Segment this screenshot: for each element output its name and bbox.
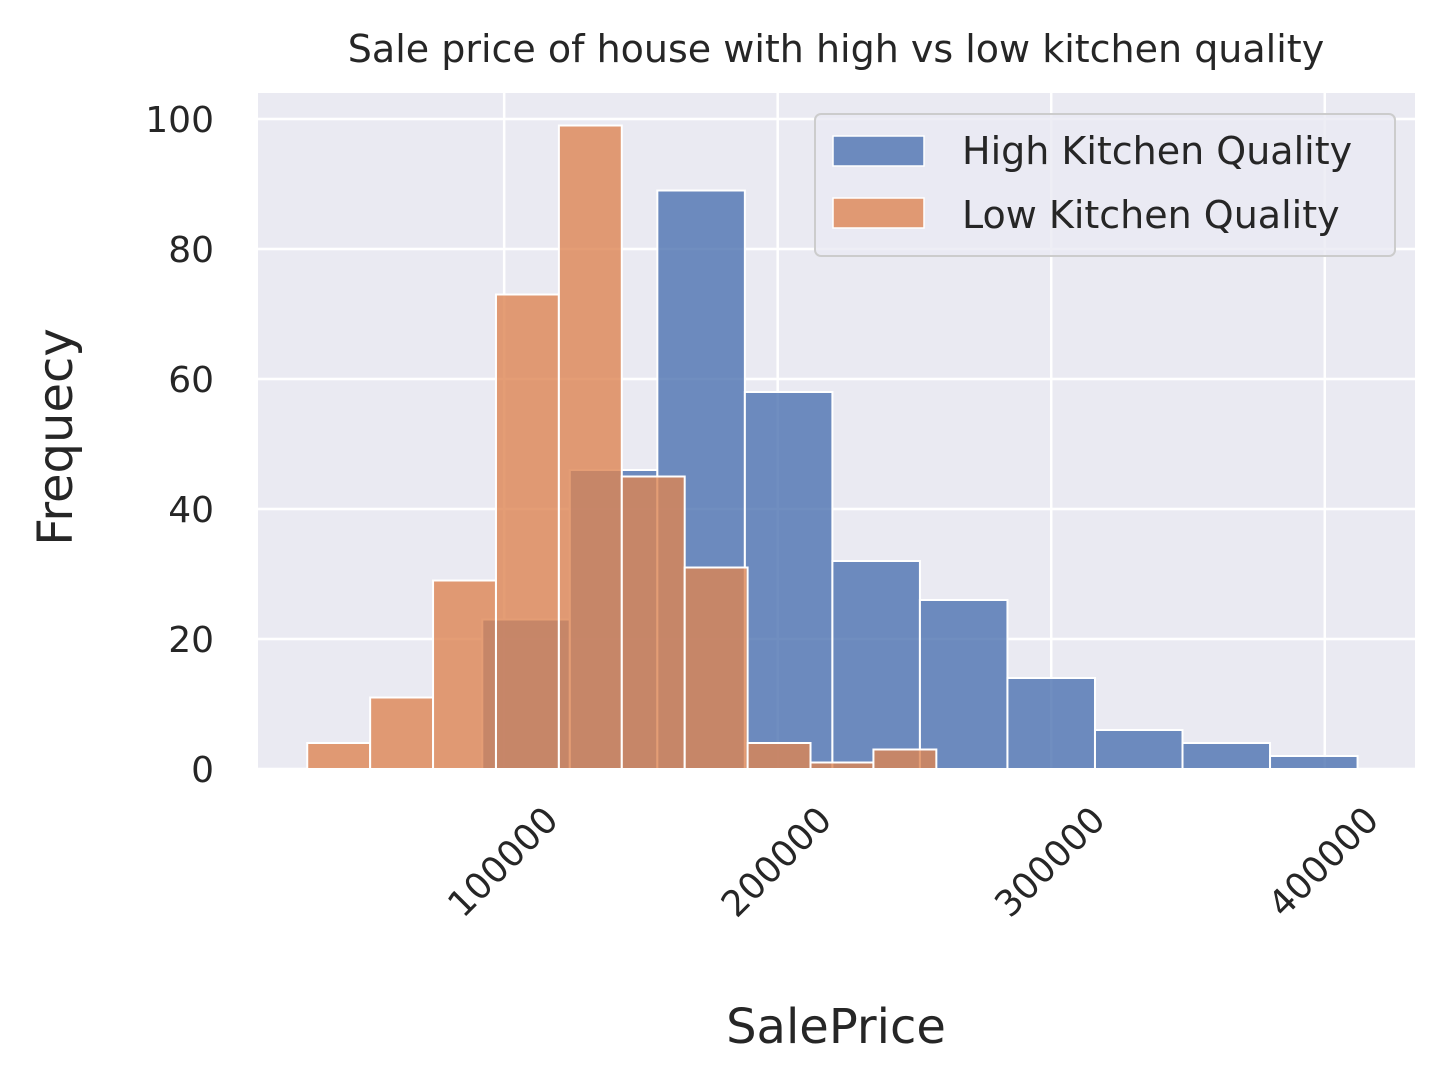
- y-tick-label: 80: [168, 230, 214, 271]
- legend-swatch-low: [832, 197, 925, 229]
- low-kitchen-quality-bars: [306, 124, 938, 770]
- low-kitchen-bar: [746, 742, 812, 770]
- high-kitchen-bar: [918, 599, 1009, 770]
- low-kitchen-bar: [306, 742, 372, 770]
- high-kitchen-bar: [1181, 742, 1272, 770]
- legend: High Kitchen Quality Low Kitchen Quality: [814, 113, 1396, 257]
- x-axis-ticks: 100000 200000 300000 400000: [440, 799, 1387, 925]
- y-tick-label: 100: [145, 100, 214, 141]
- chart-title: Sale price of house with high vs low kit…: [348, 27, 1324, 71]
- x-tick-label: 100000: [440, 799, 566, 925]
- x-axis-label: SalePrice: [726, 999, 946, 1055]
- low-kitchen-bar: [432, 579, 497, 770]
- y-tick-label: 60: [168, 360, 214, 401]
- low-kitchen-bar: [872, 748, 938, 770]
- y-tick-label: 20: [168, 620, 214, 661]
- x-tick-label: 300000: [987, 799, 1113, 925]
- high-kitchen-bar: [1269, 755, 1359, 770]
- low-kitchen-bar: [683, 566, 749, 770]
- low-kitchen-bar: [369, 696, 435, 770]
- high-kitchen-bar: [743, 391, 834, 770]
- high-kitchen-bar: [1006, 677, 1096, 770]
- low-kitchen-bar: [557, 124, 623, 770]
- y-axis-label: Frequecy: [28, 328, 84, 546]
- legend-label-high: High Kitchen Quality: [962, 129, 1352, 173]
- low-kitchen-bar: [809, 761, 875, 770]
- legend-frame: [814, 113, 1396, 257]
- high-kitchen-bar: [831, 560, 921, 770]
- low-kitchen-bar: [494, 293, 560, 770]
- legend-label-low: Low Kitchen Quality: [962, 193, 1340, 237]
- y-tick-label: 40: [168, 490, 214, 531]
- low-kitchen-bar: [620, 475, 686, 770]
- high-kitchen-bar: [1093, 729, 1184, 770]
- legend-swatch-high: [832, 135, 925, 167]
- x-tick-label: 200000: [714, 799, 840, 925]
- y-tick-label: 0: [191, 750, 214, 791]
- x-tick-label: 400000: [1261, 799, 1387, 925]
- y-axis-ticks: 0 20 40 60 80 100: [145, 100, 214, 791]
